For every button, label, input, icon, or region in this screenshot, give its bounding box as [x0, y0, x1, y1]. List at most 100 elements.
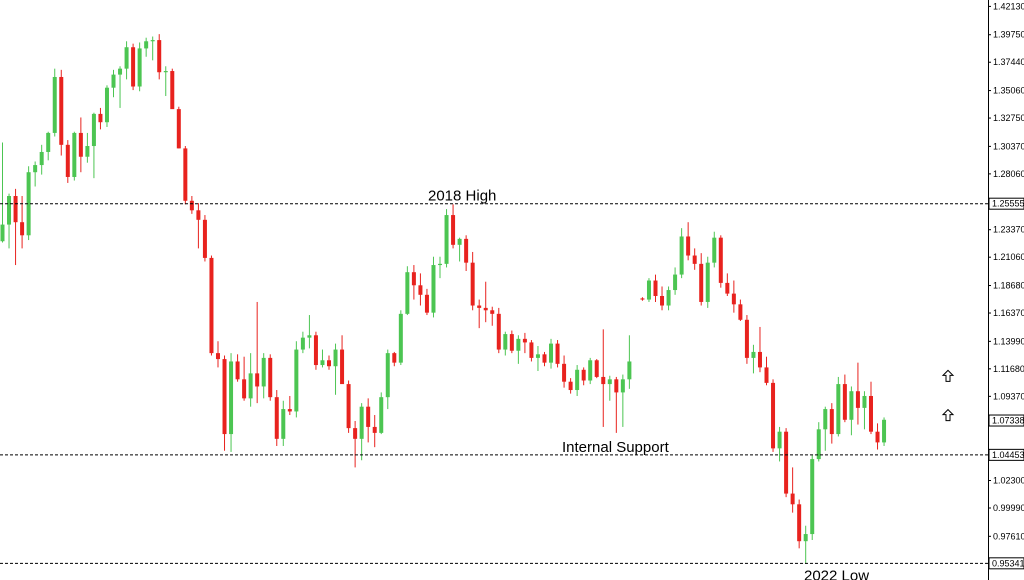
candle — [346, 380, 351, 433]
candle-body — [810, 459, 815, 535]
candle-body — [614, 379, 619, 393]
candle-body — [183, 148, 188, 201]
candle-body — [255, 373, 260, 387]
candle — [294, 341, 299, 418]
candle — [20, 196, 25, 249]
candle — [771, 379, 776, 452]
candle — [248, 353, 253, 407]
candle — [646, 278, 651, 302]
annotation-label: 2022 Low — [804, 567, 869, 580]
candle-body — [379, 397, 384, 433]
candle — [503, 331, 508, 356]
candle-body — [431, 265, 436, 313]
candle-body — [307, 335, 312, 338]
candle-body — [274, 397, 279, 439]
candle-body — [229, 361, 234, 435]
candle-body — [65, 144, 70, 177]
annotation-label: Internal Support — [562, 439, 670, 456]
y-tick-label: 1.18680 — [993, 281, 1024, 291]
candle-body — [405, 272, 410, 314]
y-tick-label: 1.30370 — [993, 141, 1024, 151]
candle-body — [725, 282, 730, 294]
candle — [255, 301, 260, 404]
candle-body — [209, 257, 214, 354]
candle — [78, 117, 83, 173]
candle — [65, 140, 70, 183]
candle — [118, 66, 123, 108]
candle-body — [202, 219, 207, 258]
candle-body — [85, 146, 90, 157]
price-marker: 1.07338 — [988, 414, 1024, 427]
y-tick-label: 1.09370 — [993, 391, 1024, 401]
candle-body — [91, 113, 96, 147]
candle-body — [581, 369, 586, 381]
candle-body — [0, 224, 5, 242]
candle — [640, 297, 645, 301]
candle — [594, 359, 599, 379]
price-marker: 1.04453 — [988, 448, 1024, 461]
candle — [816, 422, 821, 462]
candle — [627, 335, 632, 389]
candle-body — [868, 395, 873, 432]
candle-body — [712, 237, 717, 263]
candle-body — [836, 384, 841, 435]
candle-body — [78, 132, 83, 157]
candle — [712, 231, 717, 268]
candle-body — [790, 493, 795, 505]
price-marker: 1.25555 — [988, 197, 1024, 210]
price-marker-label: 1.07338 — [992, 416, 1024, 426]
candle — [235, 354, 240, 382]
y-tick-label: 1.16370 — [993, 308, 1024, 318]
annotations: 2018 High Internal Support 2022 Low — [428, 188, 869, 580]
candle-body — [248, 373, 253, 399]
candle — [353, 420, 358, 468]
candle — [744, 315, 749, 364]
candle-body — [26, 172, 31, 236]
candle — [320, 349, 325, 368]
price-marker-label: 0.95341 — [992, 558, 1024, 568]
candle-body — [477, 305, 482, 308]
candle — [751, 344, 756, 374]
up-arrow-icon — [941, 408, 955, 422]
candle-body — [503, 334, 508, 350]
candle-body — [137, 48, 142, 87]
candle-body — [483, 307, 488, 311]
candle-body — [509, 334, 514, 351]
candle — [529, 340, 534, 362]
candle-body — [744, 319, 749, 358]
candle — [268, 354, 273, 401]
candle-body — [52, 76, 57, 133]
candle-body — [424, 294, 429, 313]
candle — [797, 499, 802, 549]
candles — [0, 34, 887, 564]
candle — [836, 376, 841, 437]
candle-body — [555, 343, 560, 364]
candle-body — [705, 262, 710, 302]
candle — [483, 281, 488, 323]
candle — [137, 42, 142, 92]
arrows — [941, 369, 955, 422]
candle-body — [842, 384, 847, 420]
candle-body — [118, 68, 123, 75]
level-lines — [0, 203, 988, 564]
candle — [555, 340, 560, 368]
y-tick-label: 1.13990 — [993, 336, 1024, 346]
candle — [13, 188, 18, 266]
candle-body — [150, 40, 155, 42]
candle-body — [7, 196, 12, 225]
candle-body — [686, 236, 691, 256]
candle-body — [588, 360, 593, 381]
candle — [477, 299, 482, 329]
candle — [418, 273, 423, 306]
candle-body — [542, 354, 547, 363]
candle — [614, 376, 619, 433]
candle — [666, 286, 671, 311]
candle-body — [535, 354, 540, 358]
price-marker-box — [988, 414, 1024, 427]
candle-body — [731, 293, 736, 305]
candle-body — [457, 238, 462, 245]
annotation-label: 2018 High — [428, 188, 496, 205]
candle-body — [98, 113, 103, 123]
